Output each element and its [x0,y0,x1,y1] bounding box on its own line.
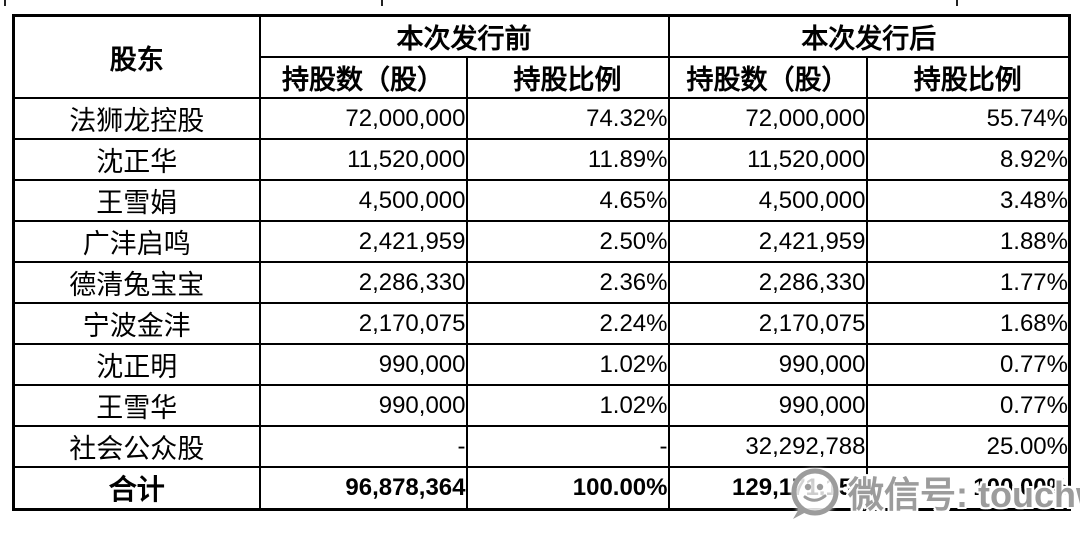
table-row: 广沣启鸣 2,421,959 2.50% 2,421,959 1.88% [12,220,1071,263]
cell-ratio-before: 2.36% [465,261,670,304]
cell-shares-before: 990,000 [258,343,468,386]
cell-shareholder-name: 王雪娟 [12,179,261,222]
table-row: 沈正明 990,000 1.02% 990,000 0.77% [12,343,1071,386]
table-row: 王雪娟 4,500,000 4.65% 4,500,000 3.48% [12,179,1071,222]
column-header-shareholder: 股东 [12,14,261,99]
total-ratio-before: 100.00% [465,466,670,511]
cell-shareholder-name: 宁波金沣 [12,302,261,345]
cell-shareholder-name: 社会公众股 [12,425,261,468]
cell-shares-after: 990,000 [667,384,868,427]
cell-shares-before: 11,520,000 [258,138,468,181]
cell-ratio-after: 55.74% [865,97,1071,140]
column-group-before-issuance: 本次发行前 [258,14,670,58]
table-body: 法狮龙控股 72,000,000 74.32% 72,000,000 55.74% 沈正华… [12,97,1071,468]
table-row: 宁波金沣 2,170,075 2.24% 2,170,075 1.68% [12,302,1071,345]
cropped-row-tick [4,0,6,6]
total-label: 合计 [12,466,261,511]
cell-ratio-after: 25.00% [865,425,1071,468]
cell-shareholder-name: 广沣启鸣 [12,220,261,263]
cell-shares-after: 72,000,000 [667,97,868,140]
cell-shareholder-name: 法狮龙控股 [12,97,261,140]
cell-ratio-after: 3.48% [865,179,1071,222]
cell-ratio-before: 11.89% [465,138,670,181]
cell-shares-before: - [258,425,468,468]
table-header: 股东 本次发行前 本次发行后 持股数（股） 持股比例 持股数（股） 持股比例 [12,14,1071,99]
cell-ratio-before: - [465,425,670,468]
cell-shares-after: 990,000 [667,343,868,386]
table-row: 沈正华 11,520,000 11.89% 11,520,000 8.92% [12,138,1071,181]
cell-shares-after: 32,292,788 [667,425,868,468]
table-row: 王雪华 990,000 1.02% 990,000 0.77% [12,384,1071,427]
cell-shareholder-name: 沈正华 [12,138,261,181]
column-header-ratio-after: 持股比例 [865,56,1071,99]
cell-shares-after: 2,421,959 [667,220,868,263]
cell-shares-before: 72,000,000 [258,97,468,140]
header-row-groups: 股东 本次发行前 本次发行后 [12,14,1071,99]
column-header-shares-after: 持股数（股） [667,56,868,99]
cell-shareholder-name: 沈正明 [12,343,261,386]
cell-ratio-after: 0.77% [865,384,1071,427]
cell-shares-after: 2,170,075 [667,302,868,345]
table-row: 法狮龙控股 72,000,000 74.32% 72,000,000 55.74% [12,97,1071,140]
cell-ratio-before: 2.24% [465,302,670,345]
table-row: 社会公众股 - -32,292,788 25.00% [12,425,1071,468]
cropped-row-tick [381,0,383,6]
cell-ratio-before: 74.32% [465,97,670,140]
cell-ratio-before: 2.50% [465,220,670,263]
cell-shares-after: 4,500,000 [667,179,868,222]
cell-ratio-after: 8.92% [865,138,1071,181]
cell-ratio-after: 1.88% [865,220,1071,263]
cell-shareholder-name: 王雪华 [12,384,261,427]
total-ratio-after: 100.00% [865,466,1071,511]
cell-ratio-before: 1.02% [465,384,670,427]
cell-ratio-after: 1.68% [865,302,1071,345]
cell-shareholder-name: 德清兔宝宝 [12,261,261,304]
table-total-row: 合计 96,878,364 100.00% 129,171,152 100.00… [12,466,1071,511]
cell-shares-after: 11,520,000 [667,138,868,181]
table-row: 德清兔宝宝 2,286,330 2.36% 2,286,330 1.77% [12,261,1071,304]
total-shares-after: 129,171,152 [667,466,868,511]
cell-ratio-before: 1.02% [465,343,670,386]
cell-ratio-before: 4.65% [465,179,670,222]
shareholding-table: 股东 本次发行前 本次发行后 持股数（股） 持股比例 持股数（股） 持股比例 法… [12,14,1071,511]
total-shares-before: 96,878,364 [258,466,468,511]
column-header-ratio-before: 持股比例 [465,56,670,99]
table-footer: 合计 96,878,364 100.00% 129,171,152 100.00… [12,466,1071,511]
cell-shares-before: 2,286,330 [258,261,468,304]
cell-shares-before: 4,500,000 [258,179,468,222]
cell-shares-after: 2,286,330 [667,261,868,304]
cropped-row-tick [956,0,958,6]
header-row-subcolumns: 持股数（股） 持股比例 持股数（股） 持股比例 [14,56,1071,99]
column-header-shares-before: 持股数（股） [258,56,468,99]
column-group-after-issuance: 本次发行后 [667,14,1071,58]
cell-shares-before: 2,170,075 [258,302,468,345]
cell-ratio-after: 1.77% [865,261,1071,304]
cell-ratio-after: 0.77% [865,343,1071,386]
cell-shares-before: 990,000 [258,384,468,427]
cell-shares-before: 2,421,959 [258,220,468,263]
